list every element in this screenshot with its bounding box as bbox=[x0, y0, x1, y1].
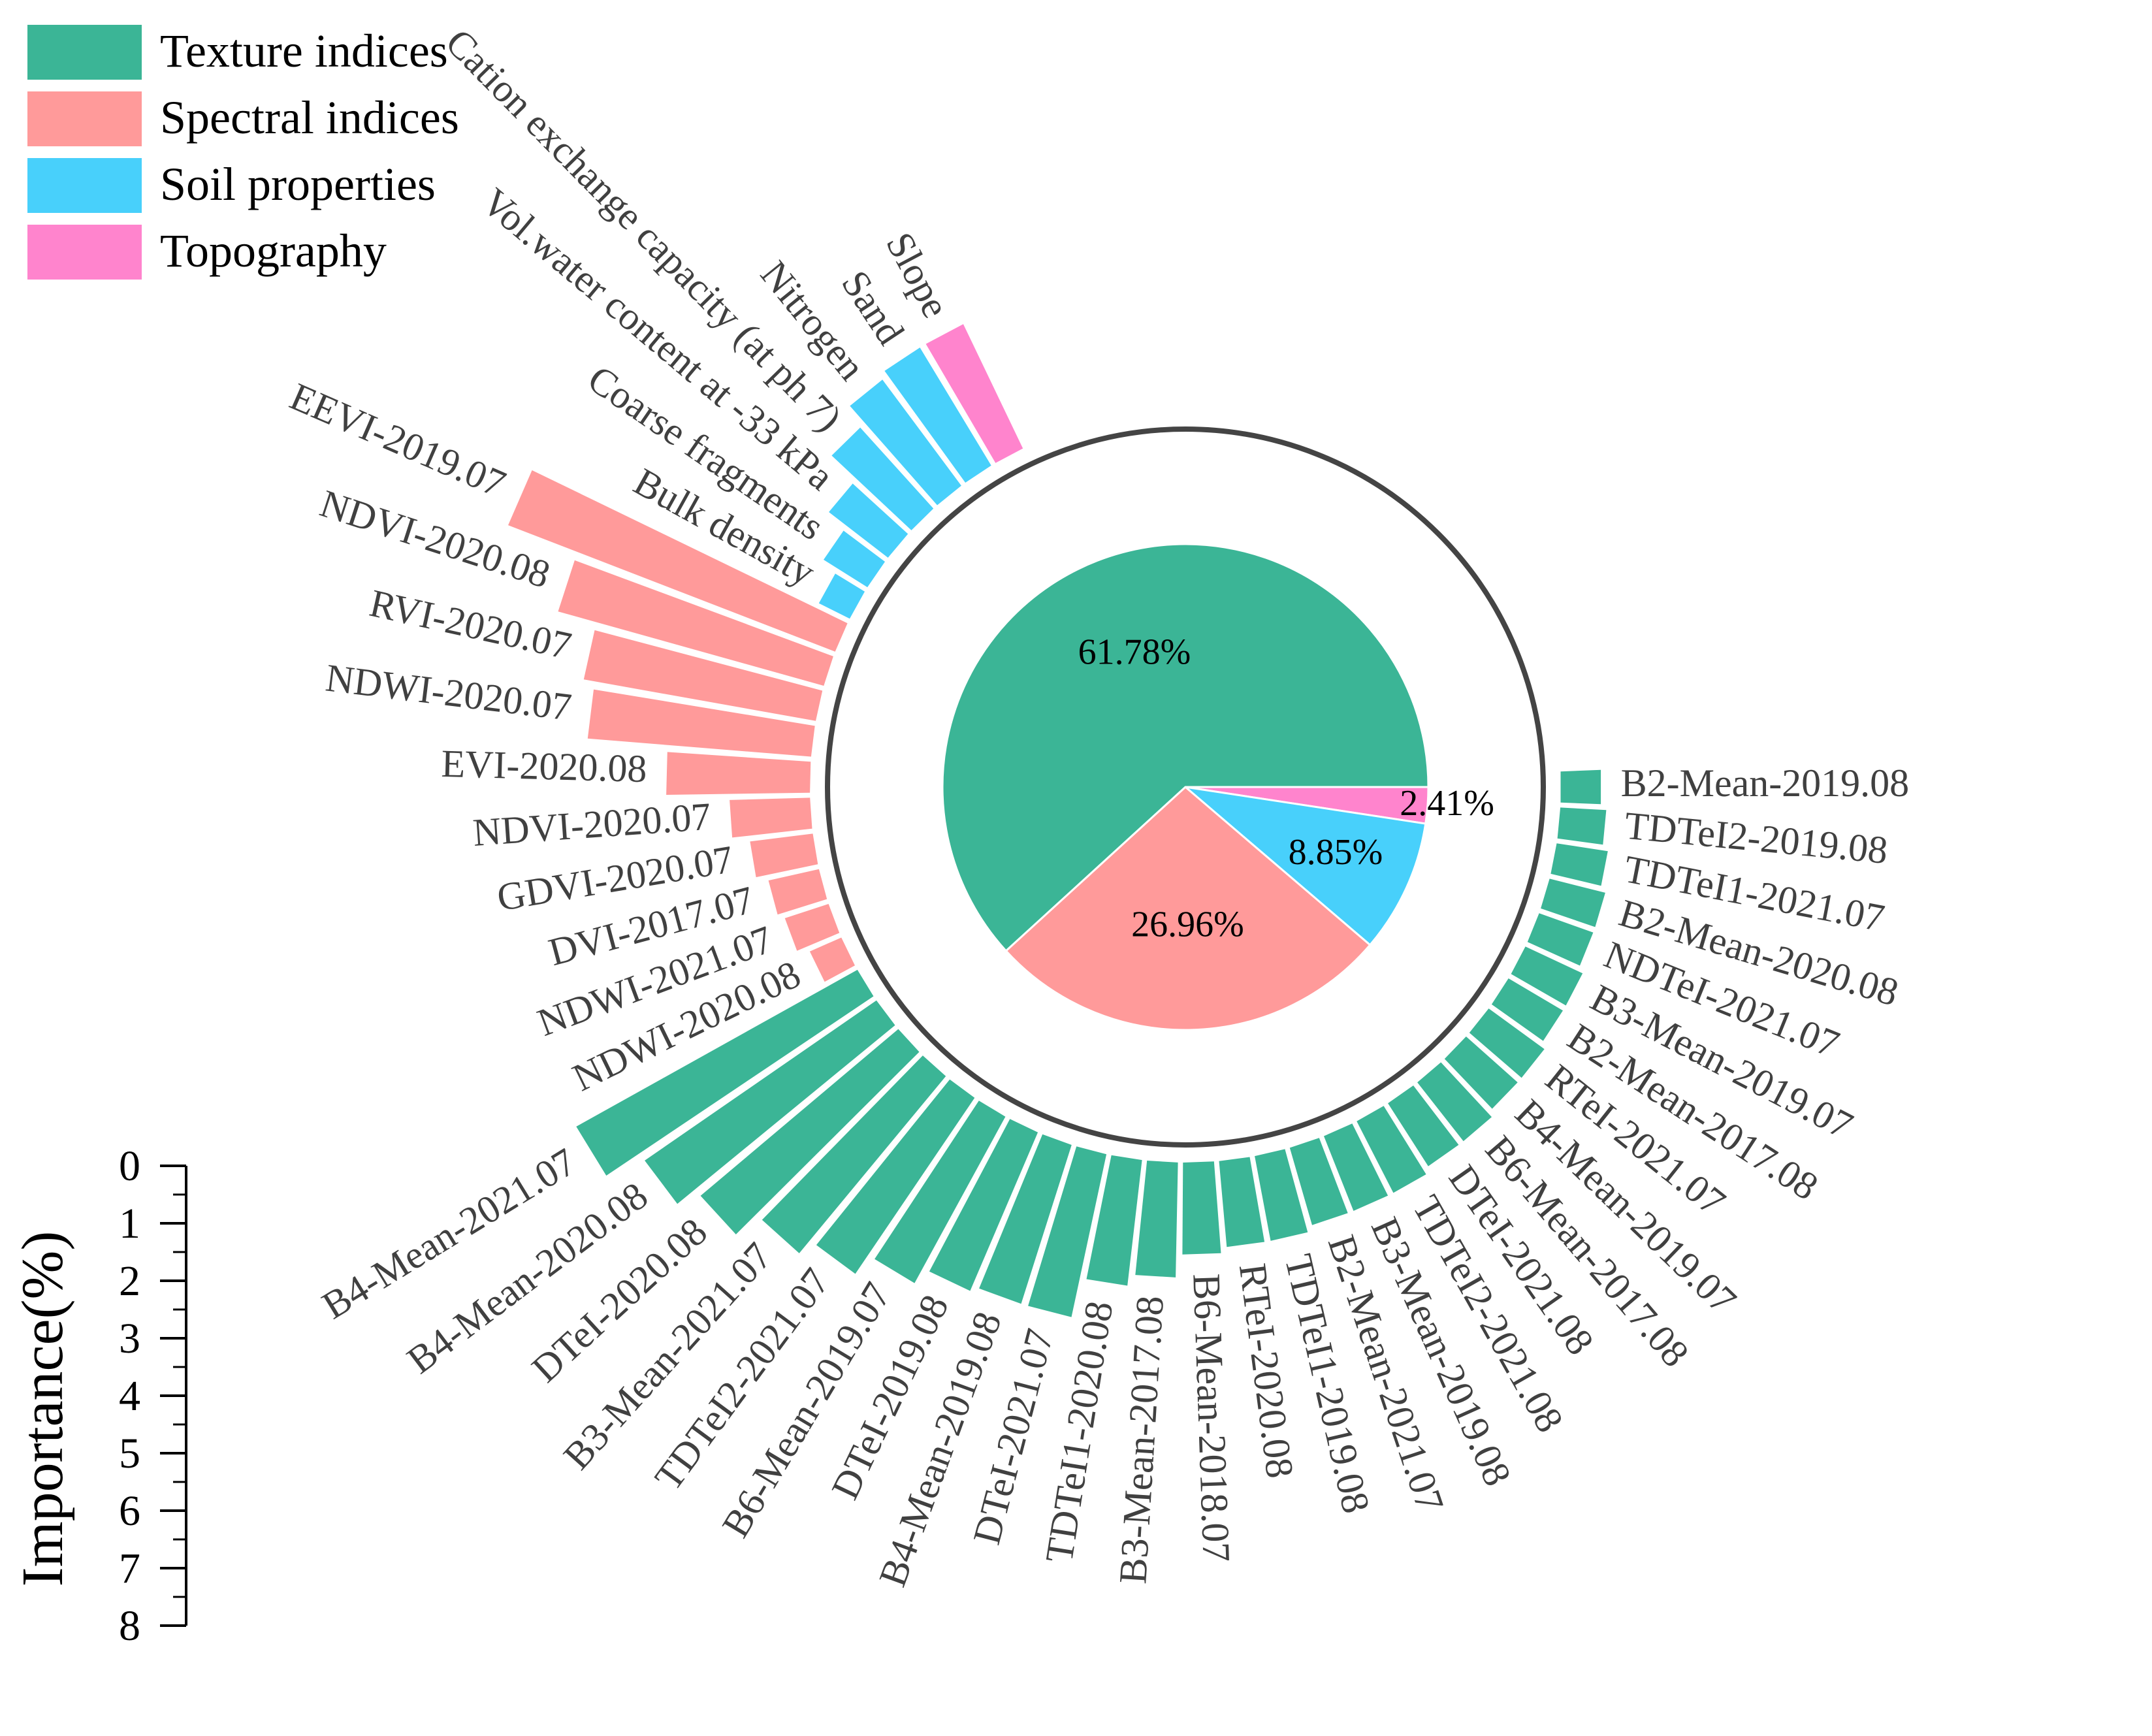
bar-sand bbox=[884, 347, 991, 483]
bar-label: EEVI-2019.07 bbox=[284, 375, 512, 506]
scale-tick-label: 6 bbox=[119, 1487, 140, 1535]
legend-swatch-soil-properties bbox=[27, 158, 142, 213]
bar-ndvi-2020-08 bbox=[558, 560, 833, 686]
bar-eevi-2019-07 bbox=[508, 470, 848, 652]
pie-label-topography: 2.41% bbox=[1400, 783, 1494, 824]
bar-label: B6-Mean-2018.07 bbox=[1185, 1273, 1238, 1563]
bar-b6-mean-2018-07 bbox=[1182, 1161, 1221, 1255]
bar-tdtei1-2019-08 bbox=[1255, 1149, 1308, 1241]
bar-evi-2020-08 bbox=[666, 752, 811, 795]
pie-slice-soil-properties bbox=[1182, 785, 1427, 946]
bar-b3-mean-2017-08 bbox=[1135, 1161, 1178, 1278]
bar-coarse-fragments bbox=[824, 530, 885, 588]
bar-tdtei2-2021-08 bbox=[1357, 1106, 1426, 1193]
bar-b2-mean-2021-07 bbox=[1289, 1138, 1348, 1225]
pie-slice-texture-indices bbox=[941, 543, 1430, 953]
bar-label: EVI-2020.08 bbox=[441, 742, 648, 790]
bar-label: B4-Mean-2021.07 bbox=[315, 1140, 583, 1327]
bar-rtei-2020-08 bbox=[1219, 1157, 1265, 1247]
bar-ring bbox=[508, 324, 1608, 1317]
bar-b6-mean-2017-08 bbox=[1417, 1062, 1492, 1142]
bar-dtei-2021-08 bbox=[1388, 1085, 1459, 1166]
scale-tick-label: 4 bbox=[119, 1372, 140, 1420]
legend-label-texture-indices: Texture indices bbox=[160, 25, 448, 77]
pie-label-texture-indices: 61.78% bbox=[1078, 632, 1191, 673]
bar-ndvi-2020-07 bbox=[730, 797, 812, 838]
legend-label-soil-properties: Soil properties bbox=[160, 158, 436, 210]
pie-label-soil-properties: 8.85% bbox=[1289, 832, 1383, 873]
scale-tick-label: 5 bbox=[119, 1430, 140, 1477]
bar-ndwi-2021-07 bbox=[784, 904, 840, 951]
bar-ndwi-2020-08 bbox=[809, 937, 855, 982]
bar-label: B3-Mean-2017.08 bbox=[1111, 1294, 1172, 1585]
bar-tdtei1-2021-07 bbox=[1550, 843, 1608, 886]
scale-tick-label: 2 bbox=[119, 1257, 140, 1305]
bar-tdtei2-2021-07 bbox=[816, 1079, 975, 1274]
bar-gdvi-2020-07 bbox=[750, 833, 818, 878]
bar-dvi-2017-07 bbox=[768, 869, 827, 915]
bar-b4-mean-2020-08 bbox=[645, 1000, 895, 1204]
importance-scale: 0 1 2 3 4 5 6 7 8 Importance(%) bbox=[10, 1142, 187, 1650]
scale-title: Importance(%) bbox=[10, 1231, 75, 1587]
legend-swatch-topography bbox=[27, 225, 142, 280]
scale-tick-label: 3 bbox=[119, 1315, 140, 1362]
bar-b3-mean-2019-08 bbox=[1324, 1123, 1389, 1211]
bar-cation-exchange-capacity-at-ph-7 bbox=[831, 427, 934, 530]
bar-ndwi-2020-07 bbox=[587, 689, 815, 757]
bar-ndtei-2021-07 bbox=[1527, 913, 1594, 966]
bar-rtei-2021-07 bbox=[1469, 1008, 1545, 1078]
bar-b6-mean-2019-07 bbox=[875, 1101, 1006, 1283]
bar-b3-mean-2019-07 bbox=[1511, 946, 1583, 1006]
bar-b4-mean-2019-08 bbox=[979, 1134, 1072, 1304]
bar-tdtei1-2020-08 bbox=[1086, 1155, 1142, 1286]
bar-bulk-density bbox=[818, 573, 865, 619]
scale-tick-label: 7 bbox=[119, 1545, 140, 1592]
scale-tick-label: 0 bbox=[119, 1142, 140, 1190]
bar-dtei-2021-07 bbox=[1028, 1146, 1107, 1317]
bar-label: NDVI-2020.08 bbox=[315, 481, 555, 596]
bar-tdtei2-2019-08 bbox=[1557, 807, 1607, 845]
bar-rvi-2020-07 bbox=[583, 630, 823, 721]
bar-label: NDVI-2020.07 bbox=[472, 795, 713, 854]
category-pie: 2.41% 8.85% 26.96% 61.78% bbox=[941, 543, 1494, 1031]
bar-b4-mean-2021-07 bbox=[576, 969, 874, 1176]
bar-b2-mean-2019-08 bbox=[1560, 769, 1601, 805]
bar-slope bbox=[925, 324, 1023, 463]
bar-dtei-2020-08 bbox=[700, 1029, 920, 1234]
legend-swatch-spectral-indices bbox=[27, 91, 142, 146]
bar-nitrogen bbox=[850, 379, 961, 506]
bar-label: RVI-2020.07 bbox=[366, 581, 575, 667]
scale-tick-label: 8 bbox=[119, 1602, 140, 1650]
pie-label-spectral-indices: 26.96% bbox=[1131, 905, 1244, 945]
bar-label: B2-Mean-2019.08 bbox=[1621, 762, 1910, 805]
bar-vol-water-content-at-33-kpa bbox=[829, 483, 908, 558]
legend-swatch-texture-indices bbox=[27, 25, 142, 80]
bar-b2-mean-2020-08 bbox=[1541, 878, 1605, 927]
legend: Texture indices Spectral indices Soil prop… bbox=[27, 25, 459, 280]
legend-label-topography: Topography bbox=[160, 225, 387, 277]
bar-b4-mean-2019-07 bbox=[1444, 1037, 1518, 1109]
scale-tick-label: 1 bbox=[119, 1200, 140, 1247]
pie-slice-spectral-indices bbox=[1004, 785, 1372, 1031]
bar-b2-mean-2017-08 bbox=[1491, 978, 1563, 1041]
bar-b3-mean-2021-07 bbox=[762, 1055, 946, 1253]
separator-ring bbox=[825, 426, 1546, 1148]
bar-dtei-2019-08 bbox=[929, 1119, 1038, 1291]
legend-label-spectral-indices: Spectral indices bbox=[160, 91, 459, 144]
bar-label: NDWI-2020.07 bbox=[323, 656, 573, 729]
